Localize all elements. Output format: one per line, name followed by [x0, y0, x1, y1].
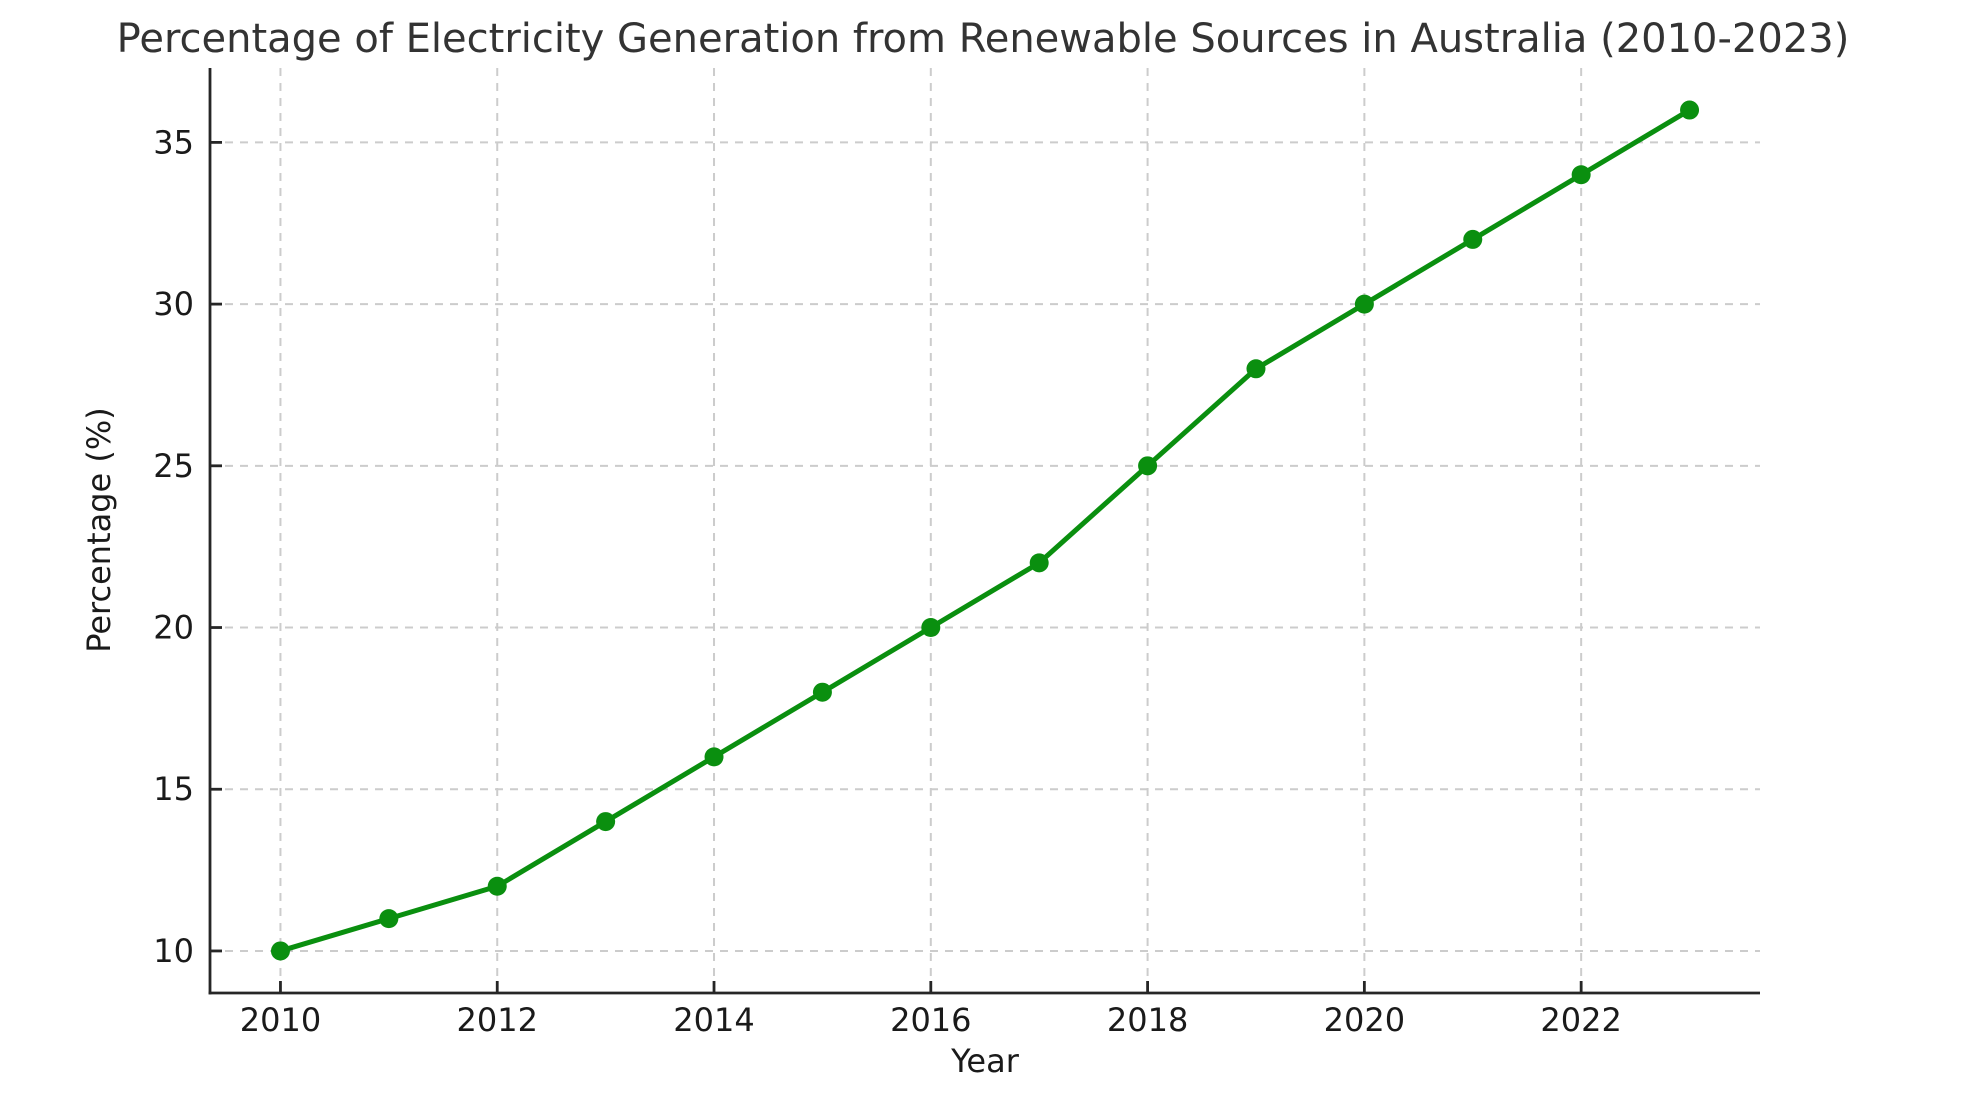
data-line: [277, 107, 1693, 954]
data-point: [1029, 553, 1049, 573]
x-tick-label: 2020: [1324, 1001, 1405, 1039]
chart-title: Percentage of Electricity Generation fro…: [117, 16, 1850, 62]
data-point: [704, 747, 724, 767]
y-tick-label: 15: [153, 770, 194, 808]
x-axis-label: Year: [950, 1042, 1020, 1080]
data-point: [1571, 165, 1591, 185]
data-point: [1246, 359, 1266, 379]
data-point: [487, 876, 507, 896]
axis-ticks: [210, 140, 1583, 993]
y-tick-label: 20: [153, 609, 194, 647]
x-tick-label: 2012: [457, 1001, 538, 1039]
y-tick-label: 35: [153, 123, 194, 161]
data-point: [1680, 100, 1700, 120]
data-point: [596, 812, 616, 832]
data-point: [1354, 294, 1374, 314]
y-tick-label: 10: [153, 932, 194, 970]
axis-tick-labels: 2010 2012 2014 2016 2018 2020 2022 10 15 20 25 30 35: [153, 123, 1622, 1039]
data-point: [1463, 229, 1483, 249]
data-point: [270, 941, 290, 961]
y-tick-label: 30: [153, 285, 194, 323]
data-point: [921, 618, 941, 638]
data-point: [812, 682, 832, 702]
data-series: [270, 100, 1700, 961]
data-point: [379, 909, 399, 929]
y-tick-label: 25: [153, 447, 194, 485]
x-tick-label: 2014: [673, 1001, 754, 1039]
data-point: [1138, 456, 1158, 476]
x-tick-label: 2018: [1107, 1001, 1188, 1039]
x-tick-label: 2016: [890, 1001, 971, 1039]
x-tick-label: 2010: [240, 1001, 321, 1039]
axes-spines: [208, 68, 1760, 995]
x-tick-label: 2022: [1540, 1001, 1621, 1039]
grid-lines: [210, 68, 1760, 993]
y-axis-label: Percentage (%): [80, 407, 118, 653]
